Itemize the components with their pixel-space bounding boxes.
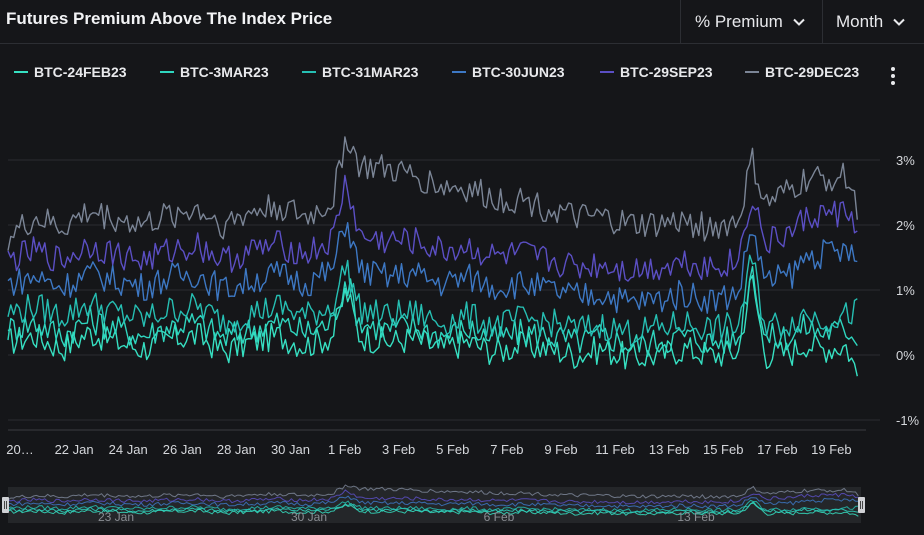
navigator-line-btc-29dec23 [7, 484, 859, 501]
x-tick-label: 30 Jan [271, 442, 310, 457]
legend-label: BTC-30JUN23 [472, 64, 565, 80]
x-tick-label: 28 Jan [217, 442, 256, 457]
x-tick-label: 26 Jan [163, 442, 202, 457]
legend-label: BTC-29SEP23 [620, 64, 713, 80]
legend-item-btc-30jun23[interactable]: BTC-30JUN23 [452, 64, 565, 80]
legend-swatch [14, 71, 28, 73]
legend-label: BTC-31MAR23 [322, 64, 419, 80]
series-line-btc-24feb23[interactable] [7, 274, 858, 377]
legend-swatch [160, 71, 174, 73]
y-tick-label: -1% [896, 413, 920, 428]
legend-label: BTC-3MAR23 [180, 64, 269, 80]
navigator-left-handle[interactable] [2, 497, 9, 513]
navigator-line-btc-29sep23 [7, 489, 859, 505]
x-tick-label: 20… [6, 442, 33, 457]
metric-dropdown-label: % Premium [695, 11, 783, 31]
y-tick-label: 2% [896, 218, 915, 233]
legend-item-btc-3mar23[interactable]: BTC-3MAR23 [160, 64, 269, 80]
metric-dropdown[interactable]: % Premium [680, 0, 822, 43]
x-tick-label: 3 Feb [382, 442, 415, 457]
navigator-line-btc-24feb23 [7, 502, 859, 517]
legend-item-btc-29sep23[interactable]: BTC-29SEP23 [600, 64, 713, 80]
navigator-date-label: 30 Jan [291, 510, 327, 524]
legend-swatch [452, 71, 466, 73]
navigator-line-btc-30jun23 [7, 495, 859, 509]
x-tick-label: 7 Feb [490, 442, 523, 457]
legend-swatch [600, 71, 614, 73]
kebab-menu-icon[interactable] [886, 64, 900, 90]
series-line-btc-3mar23[interactable] [7, 265, 858, 357]
legend-swatch [745, 71, 759, 73]
navigator-date-label: 13 Feb [677, 510, 715, 524]
series-lines [7, 136, 858, 377]
x-tick-label: 1 Feb [328, 442, 361, 457]
period-dropdown[interactable]: Month [822, 0, 924, 43]
legend-label: BTC-24FEB23 [34, 64, 127, 80]
chart-title: Futures Premium Above The Index Price [6, 9, 333, 28]
x-tick-label: 5 Feb [436, 442, 469, 457]
x-tick-label: 15 Feb [703, 442, 743, 457]
navigator-preview: 23 Jan 30 Jan 6 Feb 13 Feb [7, 484, 859, 524]
navigator-line-btc-3mar23 [7, 501, 859, 515]
series-line-btc-29dec23[interactable] [7, 136, 858, 251]
x-tick-label: 17 Feb [757, 442, 797, 457]
navigator-line-btc-31mar23 [7, 499, 859, 513]
x-tick-label: 11 Feb [595, 442, 635, 457]
navigator-right-handle[interactable] [858, 497, 865, 513]
y-tick-label: 3% [896, 153, 915, 168]
chevron-down-icon [893, 18, 905, 26]
period-dropdown-label: Month [836, 11, 884, 31]
x-axis: 20… 22 Jan 24 Jan 26 Jan 28 Jan 30 Jan 1 Feb 3 … [6, 442, 851, 457]
y-tick-label: 0% [896, 348, 915, 363]
y-axis: 3% 2% 1% 0% -1% [896, 153, 920, 428]
legend-item-btc-29dec23[interactable]: BTC-29DEC23 [745, 64, 859, 80]
x-tick-label: 9 Feb [544, 442, 577, 457]
series-line-btc-30jun23[interactable] [7, 221, 858, 314]
range-navigator[interactable] [8, 487, 861, 523]
chart-header: Futures Premium Above The Index Price % … [0, 0, 924, 44]
legend-item-btc-31mar23[interactable]: BTC-31MAR23 [302, 64, 418, 80]
series-line-btc-29sep23[interactable] [7, 174, 858, 282]
x-tick-label: 19 Feb [811, 442, 851, 457]
legend-label: BTC-29DEC23 [765, 64, 860, 80]
legend-item-btc-24feb23[interactable]: BTC-24FEB23 [14, 64, 127, 80]
x-tick-label: 24 Jan [109, 442, 148, 457]
legend-swatch [302, 71, 316, 73]
y-tick-label: 1% [896, 283, 915, 298]
x-tick-label: 13 Feb [649, 442, 689, 457]
chart-legend: BTC-24FEB23 BTC-3MAR23 BTC-31MAR23 BTC-30JU… [0, 58, 880, 92]
x-tick-label: 22 Jan [55, 442, 94, 457]
chevron-down-icon [793, 18, 805, 26]
series-line-btc-31mar23[interactable] [7, 254, 858, 347]
navigator-date-label: 6 Feb [484, 510, 515, 524]
navigator-date-label: 23 Jan [98, 510, 134, 524]
